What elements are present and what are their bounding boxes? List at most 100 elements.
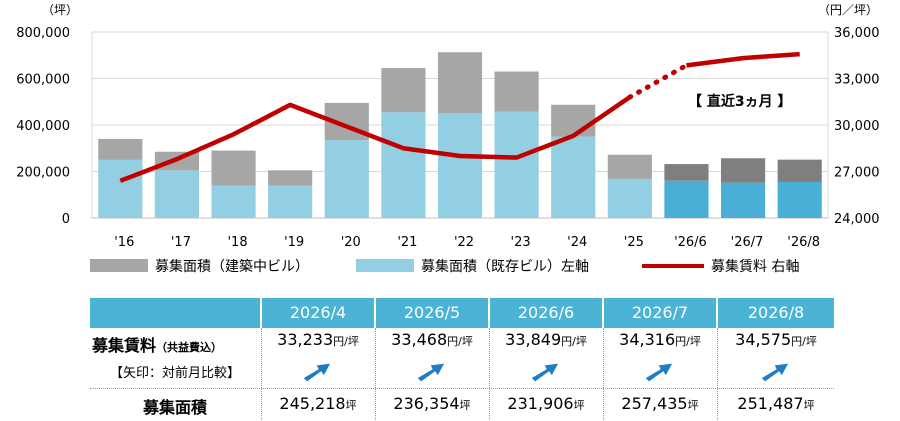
table-header-blank [90,298,260,328]
area-value-cell: 257,435坪 [604,394,716,413]
bar-construction [551,104,596,137]
rent-unit: 円/坪 [675,335,701,348]
category-label: '26/7 [731,235,764,250]
bar-existing [720,182,766,218]
right-axis-unit: （円／坪） [818,3,878,17]
bar-construction [98,138,143,160]
category-label: '20 [341,235,361,250]
rent-row-label: 募集賃料（共益費込） [92,332,262,356]
area-value: 245,218 [279,394,346,413]
bar-existing [664,180,709,218]
legend-label-rent: 募集賃料 右軸 [711,258,799,275]
monthly-table: 2026/4 2026/5 2026/6 2026/7 2026/8 募集賃料（… [90,298,834,420]
rent-value-cell: 33,233円/坪 [262,330,374,349]
table-divider [261,328,262,420]
area-value-cell: 231,906坪 [490,394,602,413]
table-header-month: 2026/8 [718,298,834,328]
rent-value-cell: 33,468円/坪 [376,330,488,349]
bar-existing [154,170,200,218]
rent-line [119,95,632,183]
table-header-month: 2026/6 [490,298,602,328]
compare-label: 【矢印：対前月比較】 [109,366,240,381]
area-value: 257,435 [621,394,688,413]
bar-existing [551,136,596,218]
bar-construction [437,52,483,114]
recruitment-chart: 0 200,000 400,000 600,000 800,000 24,000 27,00… [16,3,879,275]
left-tick-label: 600,000 [16,73,70,88]
table-divider [375,328,376,420]
bar-existing [381,112,426,218]
category-label: '25 [624,235,644,250]
bar-construction [494,71,539,112]
table-header-month: 2026/4 [262,298,374,328]
area-value-cell: 236,354坪 [376,394,488,413]
left-tick-label: 800,000 [16,26,70,41]
rent-value: 33,233 [277,330,334,349]
rent-value: 33,849 [505,330,562,349]
rent-line-recent [686,51,800,68]
category-label: '16 [114,235,134,250]
bar-existing [98,159,143,218]
area-value: 251,487 [737,394,804,413]
right-tick-label: 24,000 [834,212,880,227]
up-right-arrow-icon [416,362,446,383]
area-value: 231,906 [507,394,574,413]
category-label: '17 [171,235,191,250]
legend-swatch-existing [356,259,414,272]
rent-line-dotted [627,62,689,100]
rent-value-cell: 33,849円/坪 [490,330,602,349]
bar-construction [211,150,256,186]
left-tick-label: 0 [62,212,70,227]
area-unit: 坪 [687,399,699,412]
category-label: '22 [454,235,474,250]
category-label: '26/6 [674,235,707,250]
chart-ticks: 0 200,000 400,000 600,000 800,000 24,000 27,00… [16,26,879,250]
rent-unit: 円/坪 [447,335,473,348]
right-tick-label: 33,000 [834,73,880,88]
table-header-month: 2026/5 [376,298,488,328]
left-tick-label: 200,000 [16,166,70,181]
area-row-label: 募集面積 [142,398,207,417]
bar-construction [607,154,652,179]
rent-value: 33,468 [391,330,448,349]
category-label: '19 [284,235,304,250]
area-unit: 坪 [345,399,357,412]
rent-label-text: 募集賃料 [92,336,157,355]
table-row-divider [90,388,834,389]
bar-construction [664,164,709,181]
right-tick-label: 36,000 [834,26,880,41]
recent-three-months-annotation: 【 直近3ヵ月 】 [688,93,792,110]
rent-value: 34,575 [735,330,792,349]
area-value-cell: 251,487坪 [718,394,834,413]
rent-value-cell: 34,575円/坪 [718,330,834,349]
rent-unit: 円/坪 [791,335,817,348]
table-divider [603,328,604,420]
bar-construction [381,68,426,113]
table-header-month: 2026/7 [604,298,716,328]
bar-existing [777,181,822,218]
chart-bars [98,52,822,218]
bar-construction [777,159,822,182]
left-tick-label: 400,000 [16,119,70,134]
area-unit: 坪 [803,399,815,412]
table-divider [717,328,718,420]
bar-existing [607,178,652,218]
area-value: 236,354 [393,394,460,413]
rent-note-text: （共益費込） [156,341,223,354]
category-label: '26/8 [787,235,820,250]
rent-value: 34,316 [619,330,676,349]
right-tick-label: 30,000 [834,119,880,134]
bar-existing [211,185,256,218]
bar-existing [268,185,313,218]
left-axis-unit: （坪） [42,3,78,17]
category-label: '23 [511,235,531,250]
bar-existing [324,140,369,218]
category-label: '21 [397,235,417,250]
chart-line [119,51,800,183]
up-right-arrow-icon [530,362,560,383]
up-right-arrow-icon [760,362,790,383]
area-unit: 坪 [459,399,471,412]
category-label: '24 [567,235,587,250]
legend: 募集面積（建築中ビル） 募集面積（既存ビル）左軸 募集賃料 右軸 [90,258,799,275]
right-tick-label: 27,000 [834,166,880,181]
